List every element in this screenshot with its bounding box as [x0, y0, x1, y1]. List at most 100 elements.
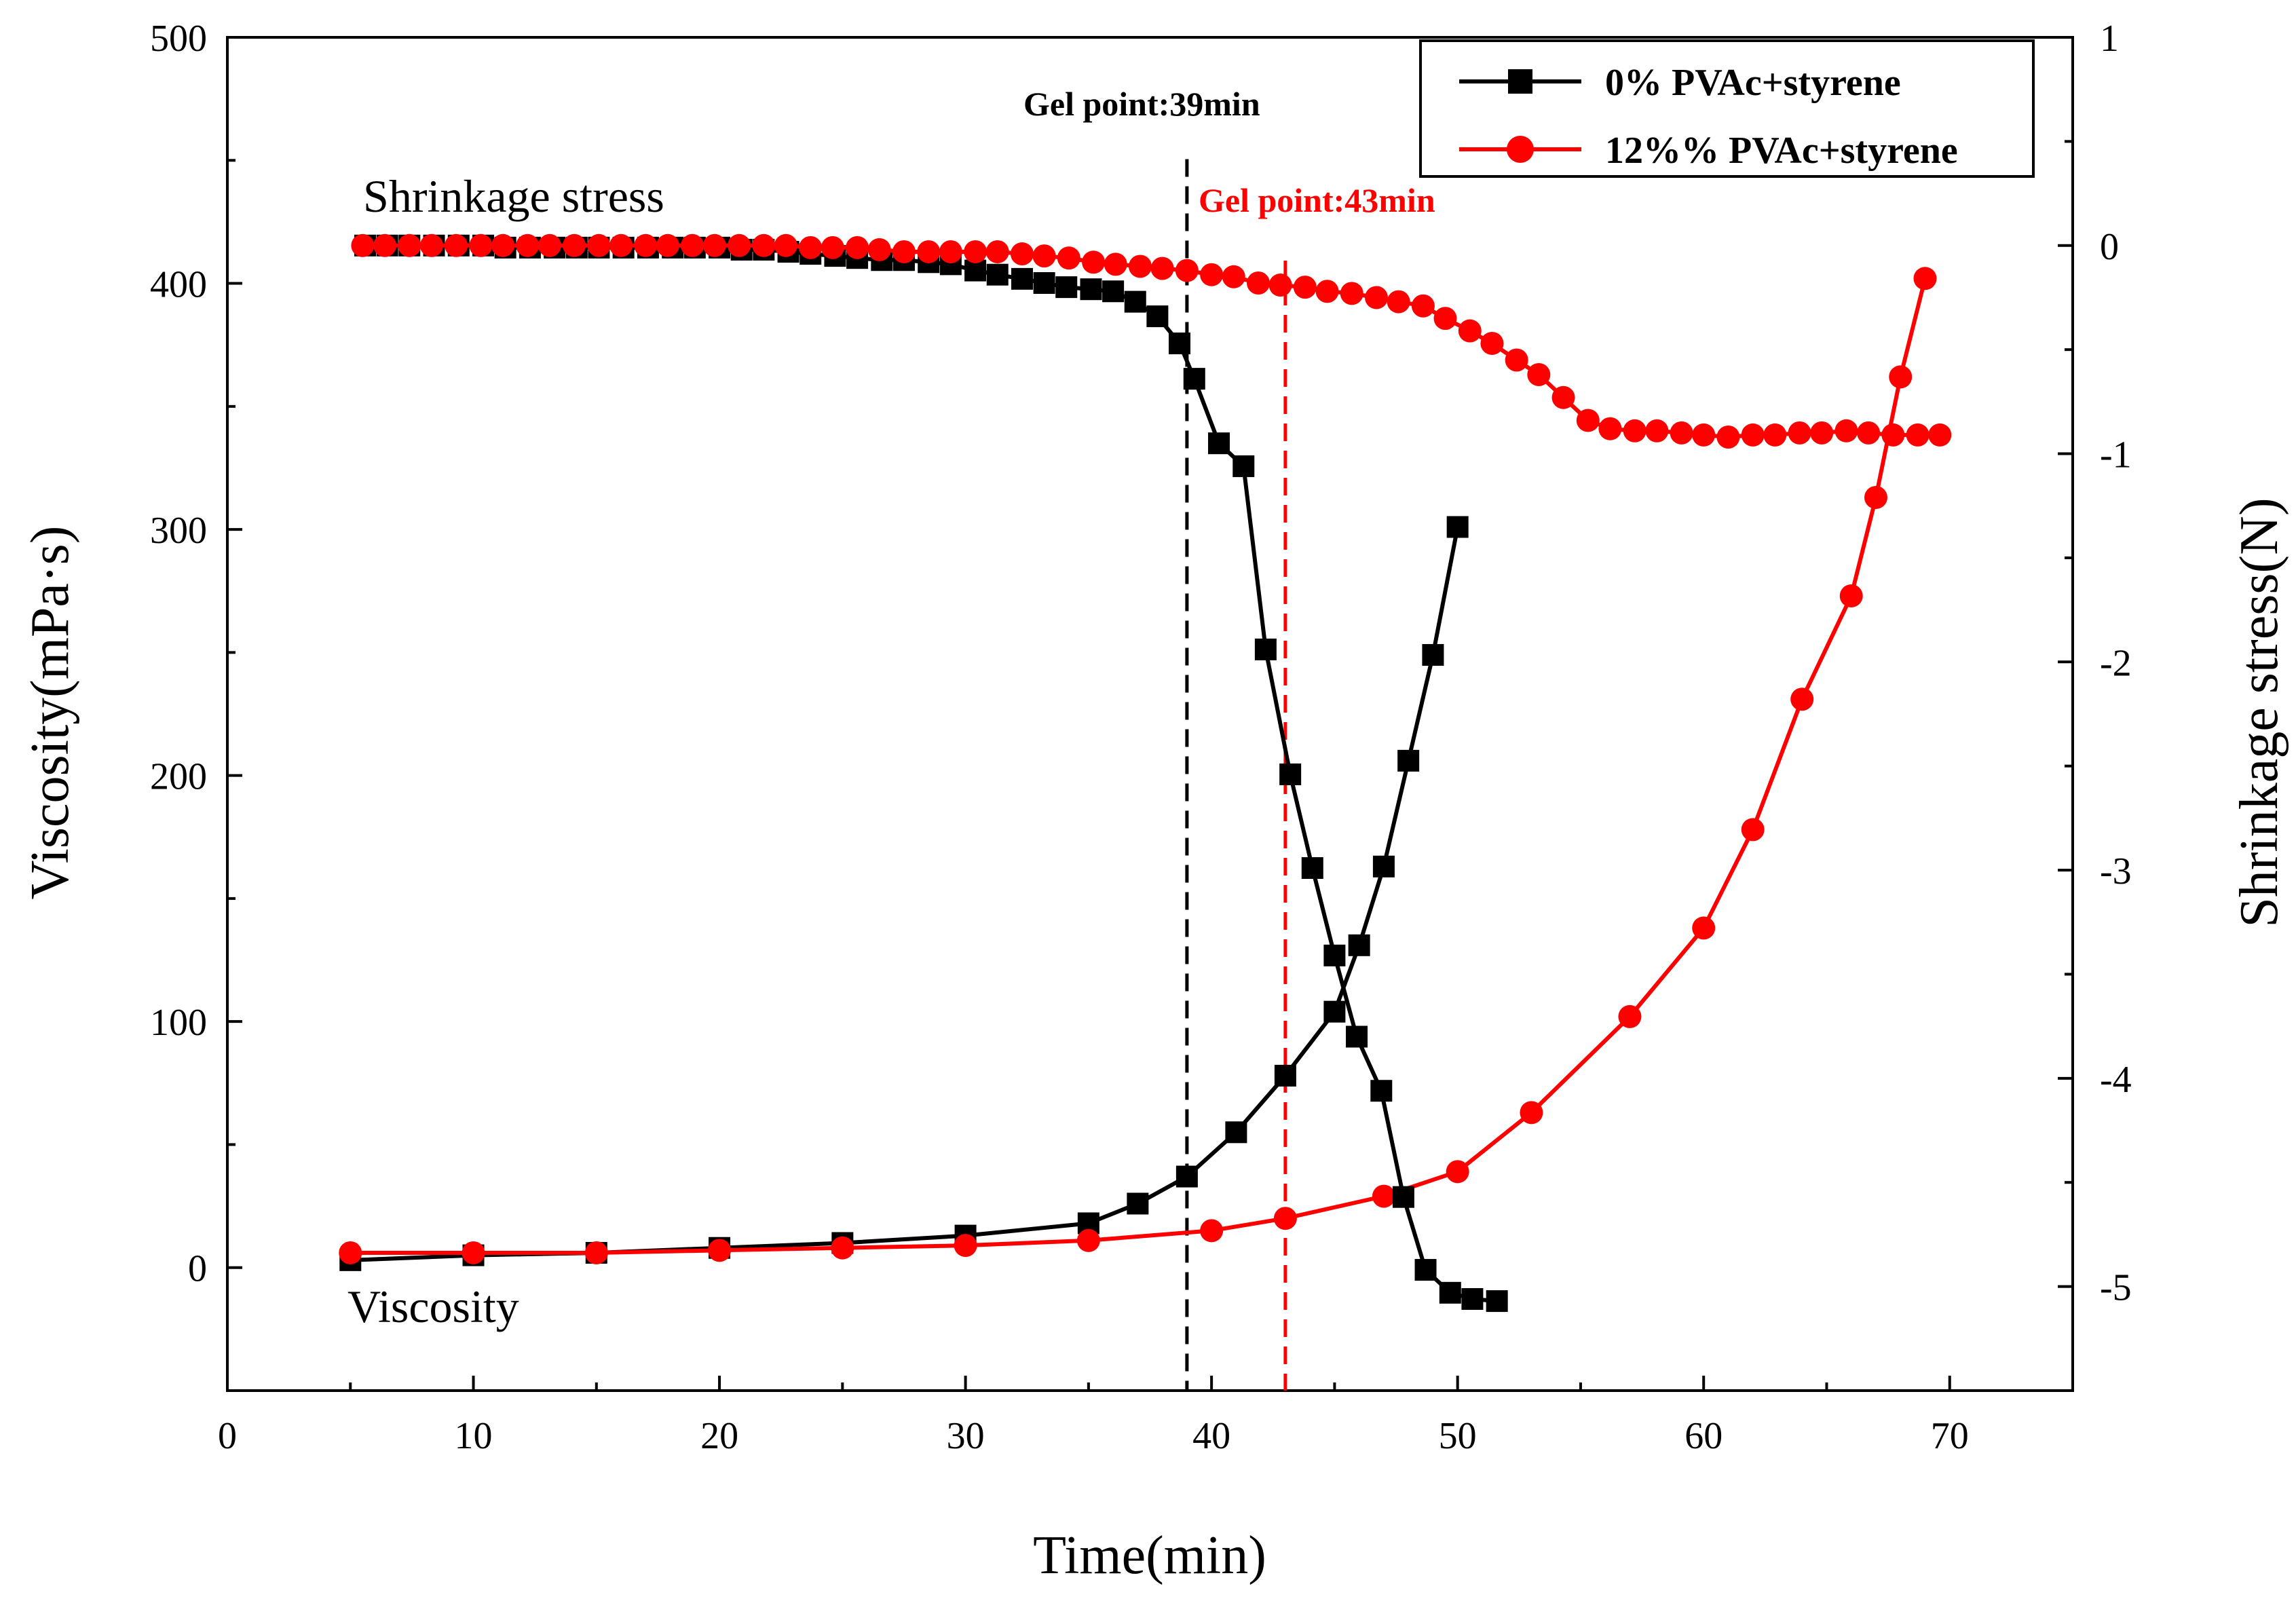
data-point — [1790, 688, 1814, 711]
y-left-tick-label: 300 — [150, 510, 207, 552]
data-point — [1392, 1186, 1414, 1208]
series-3 — [351, 233, 1952, 449]
x-tick-label: 60 — [1685, 1415, 1723, 1457]
data-point — [1315, 280, 1339, 303]
data-point — [1076, 1228, 1100, 1252]
x-tick-label: 40 — [1192, 1415, 1230, 1457]
data-point — [986, 263, 1009, 286]
y-left-tick-label: 400 — [150, 264, 207, 306]
data-point — [1716, 425, 1740, 449]
data-point — [1057, 246, 1080, 270]
data-point — [538, 233, 561, 257]
data-point — [1576, 409, 1600, 432]
x-tick-label: 70 — [1931, 1415, 1969, 1457]
data-point — [469, 233, 493, 257]
x-tick-label: 10 — [455, 1415, 493, 1457]
data-point — [1645, 419, 1669, 442]
data-point — [964, 240, 987, 263]
data-point — [728, 233, 751, 257]
data-point — [373, 233, 397, 257]
viscosity-label: Viscosity — [347, 1281, 519, 1332]
x-axis-title: Time(min) — [1033, 1526, 1266, 1585]
data-point — [1527, 362, 1551, 386]
data-point — [1446, 516, 1469, 538]
data-point — [1082, 250, 1106, 274]
data-point — [1618, 1004, 1642, 1028]
data-point — [846, 236, 869, 259]
data-point — [609, 233, 633, 257]
data-point — [1480, 331, 1504, 355]
y-left-tick-label: 200 — [150, 756, 207, 798]
series-1 — [339, 267, 1937, 1264]
data-point — [1461, 1288, 1484, 1311]
y-right-tick-label: -3 — [2100, 850, 2132, 892]
data-point — [587, 233, 611, 257]
data-point — [1225, 1121, 1247, 1144]
data-point — [917, 240, 941, 263]
data-point — [774, 233, 797, 257]
data-point — [1128, 255, 1152, 278]
data-point — [1864, 485, 1887, 509]
data-point — [1839, 584, 1863, 607]
data-point — [398, 233, 421, 257]
data-point — [1346, 1025, 1368, 1048]
data-point — [1222, 265, 1245, 288]
data-point — [1692, 916, 1716, 940]
data-point — [1169, 332, 1191, 354]
data-point — [1763, 423, 1787, 447]
data-point — [1670, 421, 1693, 445]
data-point — [1411, 294, 1435, 318]
data-point — [821, 236, 844, 259]
data-point — [1208, 432, 1230, 455]
data-point — [708, 1239, 732, 1262]
data-point — [584, 1241, 608, 1264]
data-point — [1010, 242, 1034, 266]
data-point — [1857, 421, 1881, 445]
data-point — [1741, 818, 1765, 842]
data-point — [1323, 944, 1346, 966]
data-point — [1889, 365, 1913, 389]
shrinkage-stress-label: Shrinkage stress — [363, 170, 664, 222]
y-right-tick-label: -4 — [2100, 1059, 2132, 1101]
gel-point-label-red: Gel point:43min — [1199, 181, 1435, 219]
data-point — [1011, 267, 1033, 290]
data-point — [1301, 857, 1323, 880]
data-point — [892, 240, 916, 263]
data-point — [1458, 319, 1482, 343]
y-left-tick-label: 100 — [150, 1002, 207, 1044]
gel-point-label-black: Gel point:39min — [1023, 85, 1260, 123]
y-axis-title-right: Shrinkage stress(N) — [2229, 497, 2289, 927]
legend-marker-square — [1508, 69, 1532, 94]
data-point — [1033, 271, 1055, 294]
plot-area-frame — [226, 36, 2074, 1392]
data-point — [1124, 290, 1146, 313]
y-right-tick-label: -5 — [2100, 1267, 2132, 1309]
data-point — [985, 240, 1009, 263]
x-tick-label: 50 — [1439, 1415, 1477, 1457]
data-point — [339, 1241, 362, 1264]
data-point — [1913, 267, 1937, 290]
data-point — [1274, 1064, 1296, 1087]
data-point — [1387, 290, 1410, 314]
data-point — [563, 233, 586, 257]
series-layer — [339, 233, 1952, 1313]
data-point — [1906, 423, 1930, 447]
data-point — [634, 233, 658, 257]
y-right-tick-label: 1 — [2100, 18, 2119, 60]
data-point — [1446, 1160, 1469, 1184]
data-point — [1175, 1165, 1198, 1188]
data-point — [1422, 643, 1444, 666]
data-point — [1505, 348, 1528, 372]
data-point — [1146, 305, 1169, 328]
data-point — [1279, 763, 1302, 785]
legend-box — [1419, 39, 2035, 178]
data-point — [1370, 1080, 1393, 1102]
data-point — [516, 233, 540, 257]
data-point — [1200, 1219, 1224, 1243]
y-right-tick-label: -1 — [2100, 434, 2132, 476]
data-point — [1268, 274, 1292, 297]
data-point — [681, 233, 704, 257]
data-point — [1810, 421, 1834, 445]
